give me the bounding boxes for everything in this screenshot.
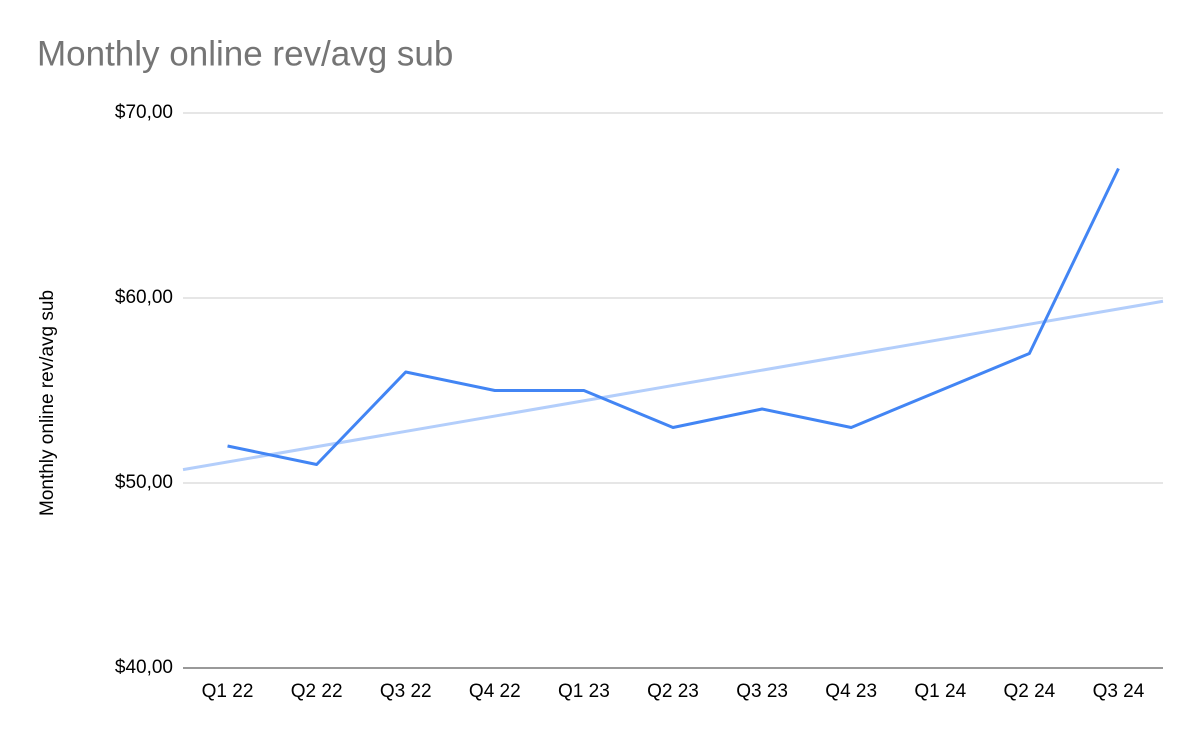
x-tick-label: Q3 23 bbox=[736, 681, 788, 702]
y-axis-title: Monthly online rev/avg sub bbox=[37, 290, 58, 516]
x-tick-label: Q3 22 bbox=[380, 681, 432, 702]
y-tick-label: $40,00 bbox=[115, 657, 173, 678]
x-tick-label: Q2 22 bbox=[291, 681, 343, 702]
x-tick-label: Q4 23 bbox=[825, 681, 877, 702]
x-tick-label: Q2 23 bbox=[647, 681, 699, 702]
x-tick-label: Q1 22 bbox=[202, 681, 254, 702]
x-tick-label: Q2 24 bbox=[1003, 681, 1055, 702]
x-tick-label: Q1 23 bbox=[558, 681, 610, 702]
y-tick-label: $50,00 bbox=[115, 472, 173, 493]
y-tick-label: $60,00 bbox=[115, 287, 173, 308]
x-tick-label: Q3 24 bbox=[1093, 681, 1145, 702]
data-line bbox=[227, 167, 1120, 466]
trendline bbox=[182, 299, 1164, 472]
x-tick-label: Q4 22 bbox=[469, 681, 521, 702]
x-tick-label: Q1 24 bbox=[914, 681, 966, 702]
y-tick-label: $70,00 bbox=[115, 102, 173, 123]
chart-title: Monthly online rev/avg sub bbox=[37, 34, 453, 73]
